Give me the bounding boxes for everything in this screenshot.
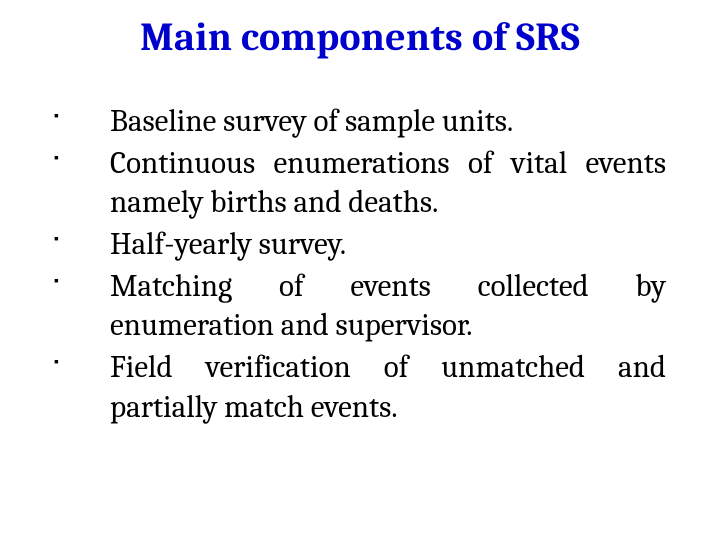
slide-title: Main components of SRS xyxy=(40,14,680,60)
list-item: Matching of events collected by enumerat… xyxy=(46,267,666,346)
slide: Main components of SRS Baseline survey o… xyxy=(0,0,720,540)
list-item-text: Continuous enumerations of vital events … xyxy=(110,145,666,221)
list-item: Half-yearly survey. xyxy=(46,225,666,265)
list-item-text: Matching of events collected by enumerat… xyxy=(110,268,666,344)
bullet-list: Baseline survey of sample units. Continu… xyxy=(40,102,680,427)
list-item-text: Half-yearly survey. xyxy=(110,226,346,262)
list-item-text: Baseline survey of sample units. xyxy=(110,103,513,139)
list-item-text: Field verification of unmatched and part… xyxy=(110,349,666,425)
list-item: Baseline survey of sample units. xyxy=(46,102,666,142)
list-item: Field verification of unmatched and part… xyxy=(46,348,666,427)
list-item: Continuous enumerations of vital events … xyxy=(46,144,666,223)
